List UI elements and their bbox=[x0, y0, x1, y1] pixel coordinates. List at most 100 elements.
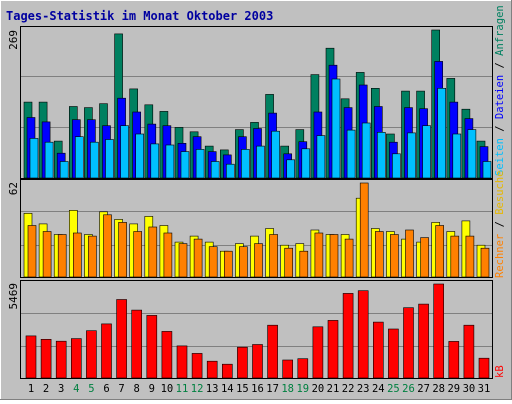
seiten-bar-11 bbox=[180, 151, 190, 179]
rechner-bar-21 bbox=[329, 234, 339, 278]
seiten-bar-21 bbox=[331, 78, 341, 179]
rechner-bar-17 bbox=[269, 234, 278, 278]
day-label-15: 15 bbox=[236, 383, 249, 395]
kb-bar-11 bbox=[176, 345, 188, 379]
day-label-23: 23 bbox=[357, 383, 370, 395]
rechner-bar-1 bbox=[27, 225, 37, 278]
day-label-27: 27 bbox=[417, 383, 430, 395]
seiten-bar-18 bbox=[286, 159, 296, 179]
day-label-4: 4 bbox=[73, 383, 79, 395]
seiten-bar-19 bbox=[301, 148, 311, 179]
panel-kb-frame bbox=[20, 280, 493, 379]
seiten-bar-12 bbox=[195, 149, 205, 179]
rechner-bar-10 bbox=[163, 232, 173, 278]
seiten-bar-7 bbox=[120, 125, 129, 179]
rechner-bar-24 bbox=[374, 231, 384, 278]
rechner-bar-18 bbox=[284, 247, 294, 278]
rechner-bar-6 bbox=[103, 214, 112, 278]
kb-bar-22 bbox=[342, 293, 354, 379]
seiten-bar-23 bbox=[361, 122, 371, 179]
rechner-bar-3 bbox=[57, 234, 67, 278]
kb-bar-15 bbox=[237, 346, 248, 379]
rechner-bar-8 bbox=[133, 231, 142, 278]
rechner-bar-15 bbox=[239, 246, 248, 278]
seiten-bar-8 bbox=[135, 133, 144, 179]
seiten-bar-16 bbox=[256, 145, 265, 179]
rechner-bar-27 bbox=[420, 237, 429, 278]
seiten-bar-31 bbox=[482, 161, 492, 179]
seiten-bar-6 bbox=[105, 139, 114, 179]
rechner-bar-22 bbox=[344, 238, 354, 278]
day-label-16: 16 bbox=[251, 383, 264, 395]
day-label-2: 2 bbox=[43, 383, 49, 395]
kb-bar-1 bbox=[25, 335, 37, 379]
day-label-30: 30 bbox=[463, 383, 476, 395]
day-label-17: 17 bbox=[266, 383, 279, 395]
rechner-bar-28 bbox=[435, 225, 445, 278]
seiten-bar-24 bbox=[376, 132, 386, 179]
rechner-bar-2 bbox=[42, 231, 52, 278]
rechner-bar-9 bbox=[148, 226, 158, 278]
rechner-bar-19 bbox=[299, 250, 309, 278]
day-label-1: 1 bbox=[28, 383, 34, 395]
day-label-25: 25 bbox=[387, 383, 400, 395]
kb-bar-6 bbox=[101, 323, 112, 379]
seiten-bar-4 bbox=[75, 136, 84, 179]
legend-kb: kB bbox=[494, 365, 506, 378]
day-label-31: 31 bbox=[478, 383, 491, 395]
seiten-bar-17 bbox=[271, 130, 280, 179]
seiten-bar-27 bbox=[422, 125, 431, 179]
kb-bar-26 bbox=[403, 307, 414, 379]
rechner-bar-16 bbox=[254, 243, 263, 278]
rechner-bar-31 bbox=[480, 247, 490, 278]
rechner-bar-14 bbox=[224, 250, 233, 278]
kb-bar-23 bbox=[357, 290, 369, 379]
kb-bar-10 bbox=[161, 331, 173, 379]
seiten-bar-26 bbox=[407, 132, 416, 179]
visits-max-label: 62 bbox=[7, 182, 20, 195]
seiten-bar-3 bbox=[59, 161, 69, 179]
seiten-bar-15 bbox=[241, 149, 250, 179]
rechner-bar-29 bbox=[450, 235, 460, 278]
kb-bar-12 bbox=[191, 353, 203, 379]
rechner-bar-25 bbox=[390, 234, 399, 278]
seiten-bar-14 bbox=[226, 163, 235, 179]
legend-separator: / bbox=[494, 215, 506, 234]
day-label-6: 6 bbox=[103, 383, 109, 395]
kb-max-label: 5469 bbox=[7, 283, 20, 310]
day-label-20: 20 bbox=[312, 383, 325, 395]
rechner-bar-4 bbox=[73, 232, 82, 278]
rechner-bar-23 bbox=[359, 182, 369, 278]
legend-dateien: Dateien bbox=[494, 75, 506, 119]
x-axis-labels: 1 2 3 4 5 6 7 8 9 10 11 12 13 14 15 16 17 18 19 20 21 22 23 24 2… bbox=[28, 383, 490, 395]
kb-bar-13 bbox=[206, 360, 218, 379]
day-label-9: 9 bbox=[149, 383, 155, 395]
panel-visits-frame bbox=[20, 179, 493, 278]
kb-bar-18 bbox=[282, 359, 294, 379]
legend-visits: Rechner / Besuche bbox=[494, 171, 506, 279]
legend-besuche: Besuche bbox=[494, 171, 506, 215]
day-label-24: 24 bbox=[372, 383, 385, 395]
kb-bar-20 bbox=[312, 326, 324, 379]
kb-bar-7 bbox=[116, 299, 127, 379]
rechner-bar-12 bbox=[193, 238, 203, 278]
panel-requests-frame bbox=[20, 26, 493, 179]
chart-title: Tages-Statistik im Monat Oktober 2003 bbox=[6, 9, 273, 23]
kb-bar-3 bbox=[55, 340, 67, 379]
legend-separator: / bbox=[494, 119, 506, 138]
day-label-3: 3 bbox=[58, 383, 64, 395]
seiten-bar-22 bbox=[346, 129, 356, 179]
seiten-bar-30 bbox=[467, 129, 477, 179]
seiten-bar-20 bbox=[316, 135, 326, 179]
seiten-bar-2 bbox=[44, 141, 54, 179]
kb-bar-9 bbox=[146, 315, 158, 379]
legend-seiten: Seiten bbox=[494, 138, 506, 176]
seiten-bar-28 bbox=[437, 88, 447, 179]
kb-bar-31 bbox=[478, 357, 490, 379]
rechner-bar-20 bbox=[314, 232, 324, 278]
seiten-bar-1 bbox=[29, 138, 39, 179]
day-label-12: 12 bbox=[191, 383, 204, 395]
kb-bar-5 bbox=[86, 330, 97, 379]
